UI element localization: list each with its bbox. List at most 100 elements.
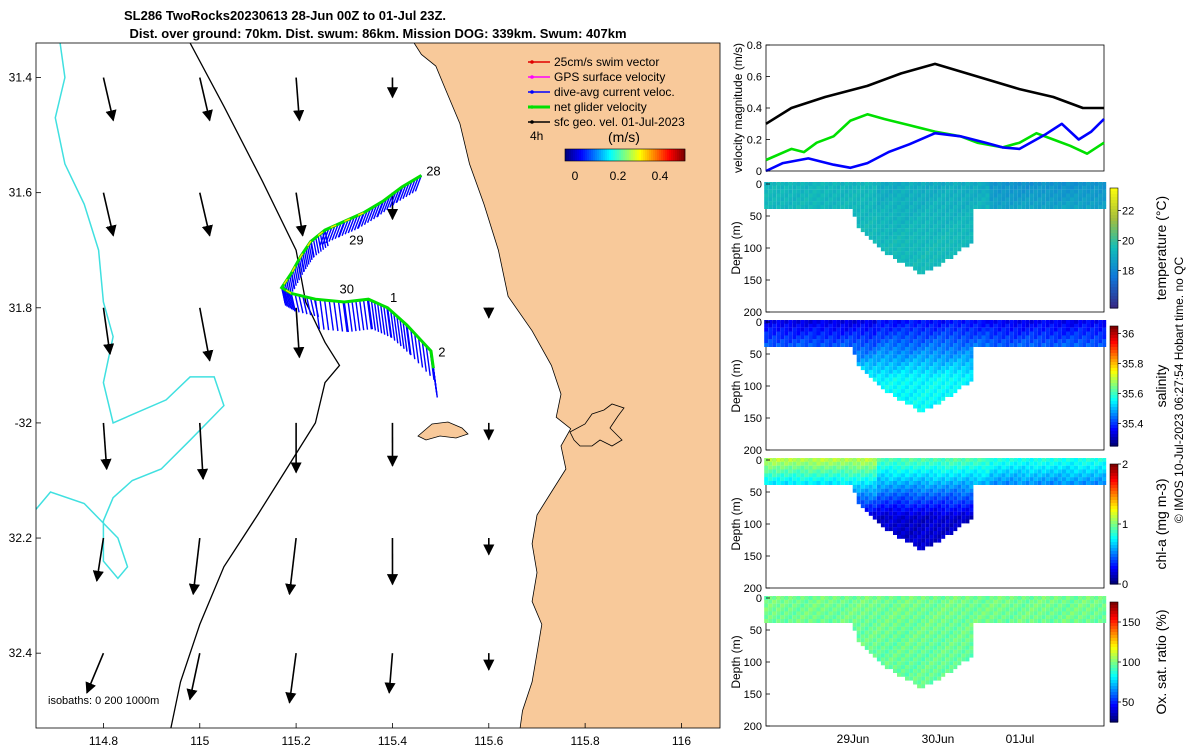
chla-cell [804, 461, 809, 466]
temperature-cell [961, 193, 966, 198]
chla-cell [768, 458, 773, 462]
salinity-cell [913, 343, 918, 347]
temperature-cell [925, 262, 930, 267]
chla-cell [888, 504, 893, 509]
salinity-cell [989, 323, 994, 328]
temperature-cell [921, 231, 926, 236]
oxygen-cell [780, 599, 785, 604]
temperature-cell [929, 205, 934, 209]
chla-cell [764, 477, 769, 482]
salinity-colorbar-cell [1110, 353, 1118, 357]
temperature-cell [941, 208, 946, 213]
vel-ytick-2: 0.4 [747, 103, 762, 115]
oxygen-colorbar-cell [1110, 695, 1118, 699]
chla-cell [836, 469, 841, 474]
oxygen-cell [973, 596, 978, 600]
chla-cell [816, 461, 821, 466]
temperature-cell [965, 185, 970, 190]
salinity-cell [961, 354, 966, 359]
temperature-cell [788, 205, 793, 209]
oxygen-cell [921, 615, 926, 620]
temperature-cell [897, 197, 901, 202]
temperature-cell [1001, 182, 1006, 186]
oxygen-cell [1013, 599, 1018, 604]
salinity-cell [1102, 339, 1107, 344]
temperature-cell [913, 231, 918, 236]
salinity-cell [868, 354, 873, 359]
salinity-cell [905, 377, 909, 382]
velocity-series-2 [765, 118, 1105, 173]
map-colorbar-cell-2 [569, 149, 572, 161]
temperature-cell [856, 208, 861, 213]
oxygen-cell [880, 661, 885, 666]
temperature-cell [1041, 201, 1046, 206]
temperature-cell [840, 185, 845, 190]
oxygen-cell [876, 599, 881, 604]
chla-cell [965, 511, 970, 516]
chla-cell [868, 465, 873, 470]
salinity-cell [856, 350, 861, 355]
chla-cell [1102, 481, 1107, 485]
map-colorbar-cell-40 [645, 149, 648, 161]
temperature-cell [872, 220, 877, 225]
oxygen-cell [1070, 599, 1074, 604]
oxygen-cell [953, 649, 958, 654]
salinity-cell [1094, 339, 1099, 344]
salinity-colorbar-cell [1110, 371, 1118, 375]
chla-cell [937, 500, 942, 505]
salinity-cell [981, 323, 986, 328]
oxygen-cell [961, 603, 966, 608]
temperature-cell [921, 189, 926, 194]
current-vector-92 [370, 300, 377, 331]
salinity-cell [997, 343, 1002, 347]
salinity-cell [917, 389, 922, 394]
oxygen-cell [949, 669, 954, 673]
chla-cell [937, 496, 942, 501]
salinity-cell [997, 327, 1002, 332]
oxygen-cell [893, 615, 897, 620]
oxygen-cell [1098, 603, 1103, 608]
temperature-cell [864, 205, 869, 209]
chla-cell [969, 461, 974, 466]
salinity-cell [796, 339, 801, 344]
oxygen-cell [876, 607, 881, 612]
salinity-cell [921, 385, 926, 390]
salinity-cell [876, 377, 881, 382]
temperature-cell [909, 212, 914, 217]
temperature-cell [925, 220, 930, 225]
temperature-cell [1029, 205, 1034, 209]
salinity-cell [1045, 331, 1050, 336]
oxygen-cell [884, 634, 889, 639]
salinity-cell [925, 335, 930, 340]
temperature-cell [864, 201, 869, 206]
temperature-cell [985, 205, 990, 209]
oxygen-cell [969, 603, 974, 608]
temperature-cell [897, 220, 901, 225]
temperature-cell [973, 205, 978, 209]
chla-cell [929, 538, 934, 543]
temperature-cell [828, 193, 833, 198]
salinity-cell [949, 350, 954, 355]
chla-ytick-0: 0 [756, 455, 762, 467]
chla-cell [941, 488, 946, 493]
salinity-colorbar-cell [1110, 419, 1118, 423]
oxygen-cell [893, 669, 897, 673]
chla-colorbar-cell [1110, 464, 1118, 468]
oxygen-cell [905, 599, 909, 604]
temperature-cell [1066, 193, 1070, 198]
salinity-cell [941, 350, 946, 355]
salinity-cell [784, 331, 789, 336]
chla-cell [784, 465, 789, 470]
salinity-cell [1094, 331, 1099, 336]
oxygen-cell [1057, 603, 1062, 608]
oxygen-cell [888, 653, 893, 658]
oxygen-cell [1102, 615, 1107, 620]
chla-cell [897, 531, 901, 535]
temperature-cell [808, 185, 813, 190]
temperature-colorbar-cell [1110, 257, 1118, 261]
salinity-cell [937, 381, 942, 386]
temperature-cell [925, 193, 930, 198]
salinity-cell [977, 331, 982, 336]
salinity-cell [893, 381, 897, 386]
salinity-cell [921, 404, 926, 409]
